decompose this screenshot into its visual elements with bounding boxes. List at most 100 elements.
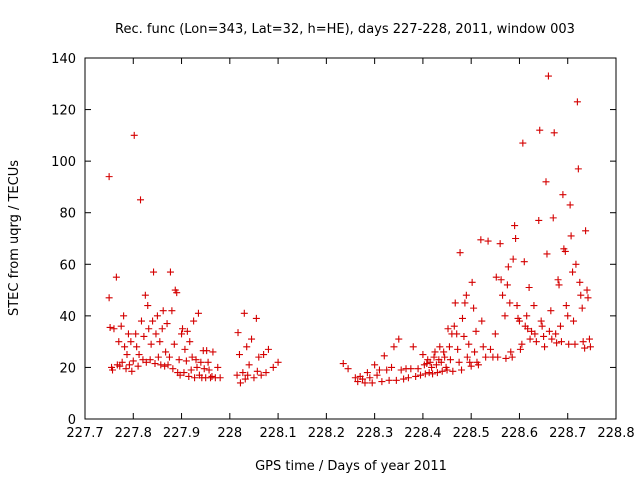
data-point [178,330,186,338]
data-point [130,131,138,139]
data-point [456,249,464,257]
data-point [577,291,585,299]
data-point [123,351,131,359]
data-point [492,273,500,281]
data-point [419,351,427,359]
data-point [531,330,539,338]
data-point [414,365,422,373]
data-point [455,358,463,366]
data-point [451,299,459,307]
data-point [449,367,457,375]
data-point [152,330,160,338]
data-point [153,312,161,320]
data-point [193,363,201,371]
data-point [244,371,252,379]
data-point [354,378,362,386]
data-point [147,340,155,348]
data-point [571,340,579,348]
data-point [154,353,162,361]
data-point [128,367,136,375]
data-point [548,335,556,343]
data-point [515,317,523,325]
x-tick-label: 228.5 [453,426,490,441]
data-point [513,302,521,310]
data-point [491,330,499,338]
data-point [432,361,440,369]
data-point [484,237,492,245]
data-point [567,232,575,240]
data-point [421,370,429,378]
x-tick-label: 228.1 [259,426,296,441]
data-point [409,343,417,351]
data-point [240,309,248,317]
data-point [245,361,253,369]
data-point [140,332,148,340]
data-point [471,348,479,356]
data-point [559,191,567,199]
data-point [378,378,386,386]
data-point [255,353,263,361]
data-point [257,371,265,379]
data-point [132,330,140,338]
x-tick-label: 228.2 [308,426,345,441]
data-point [501,312,509,320]
x-axis-label: GPS time / Days of year 2011 [255,459,447,474]
data-point [241,375,249,383]
data-point [508,353,516,361]
data-point [183,327,191,335]
data-point [564,312,572,320]
data-point [361,379,369,387]
data-point [397,366,405,374]
x-tick-label: 227.8 [115,426,152,441]
data-point [504,263,512,271]
data-point [474,361,482,369]
data-point [576,278,584,286]
data-point [204,358,212,366]
data-point [253,367,261,375]
data-point [572,260,580,268]
data-point [467,362,475,370]
data-point [209,348,217,356]
data-point [438,367,446,375]
data-point [216,374,224,382]
data-point [573,98,581,106]
data-point [579,338,587,346]
data-point [552,330,560,338]
data-point [542,178,550,186]
data-point [555,281,563,289]
data-point [187,366,195,374]
data-point [543,250,551,258]
data-point [236,379,244,387]
plot-frame [84,57,617,420]
data-point [164,361,172,369]
data-point [550,129,558,137]
data-point [125,361,133,369]
data-point [530,302,538,310]
data-point [351,374,359,382]
data-point [440,348,448,356]
data-point [460,332,468,340]
x-tick-label: 228.3 [356,426,393,441]
data-point [264,345,272,353]
data-point [583,286,591,294]
data-point [486,345,494,353]
data-point [535,216,543,224]
data-point [433,369,441,377]
data-point [554,276,562,284]
data-point [553,339,561,347]
data-point [233,371,241,379]
data-point [466,358,474,366]
data-point [574,165,582,173]
data-point [545,327,553,335]
data-point [170,340,178,348]
data-point [404,374,412,382]
data-point [423,360,431,368]
data-point [118,358,126,366]
data-point [516,345,524,353]
data-point [526,335,534,343]
data-point [339,360,347,368]
data-point [428,363,436,371]
data-point [144,302,152,310]
data-point [470,304,478,312]
